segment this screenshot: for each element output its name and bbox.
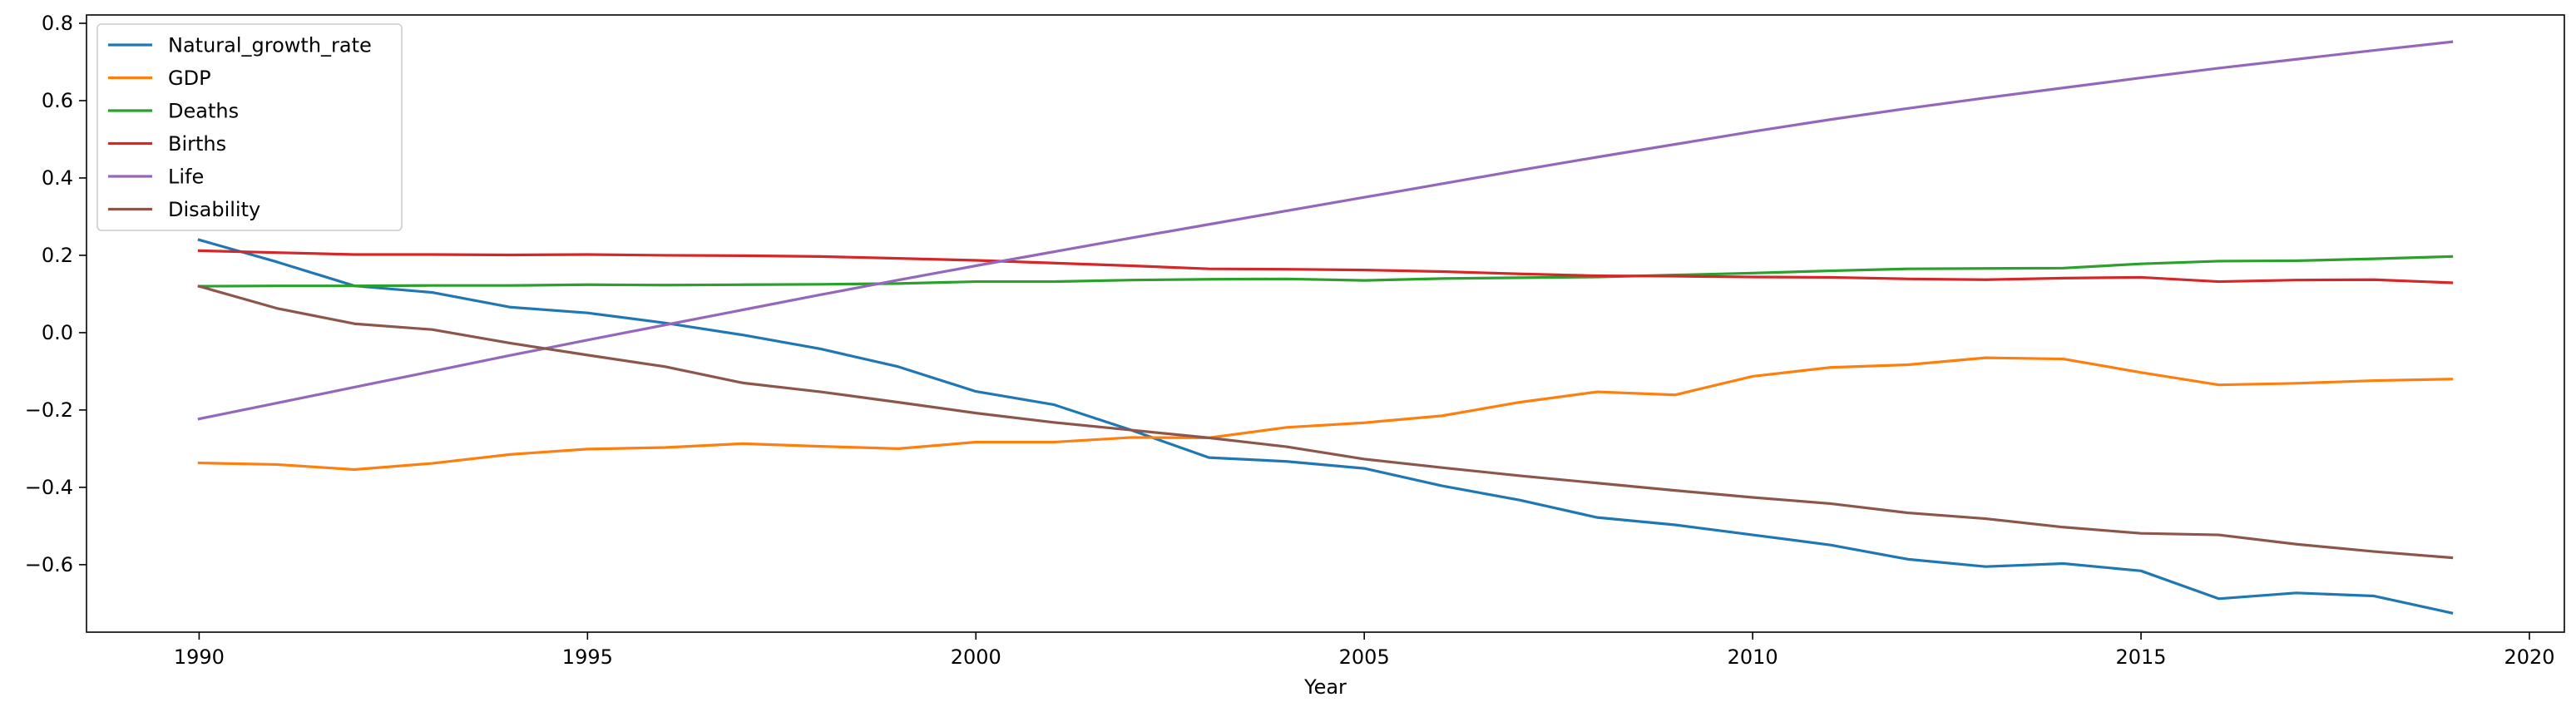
x-tick-label: 1990 xyxy=(174,645,225,669)
series-line-disability xyxy=(197,284,2454,560)
series-line-life xyxy=(197,40,2454,421)
x-tick-label: 2020 xyxy=(2504,645,2554,669)
legend-label: Disability xyxy=(168,198,260,221)
plot-lines xyxy=(197,40,2454,615)
x-tick-label: 1995 xyxy=(562,645,613,669)
x-tick-label: 2005 xyxy=(1339,645,1390,669)
series-line-deaths xyxy=(197,255,2454,288)
x-axis-ticks: 1990 1995 2000 2005 2010 2015 2020 xyxy=(174,632,2555,669)
plot-frame xyxy=(86,14,2565,633)
legend-label: Life xyxy=(168,166,204,189)
y-tick-label: 0.6 xyxy=(42,89,73,112)
x-tick-label: 2015 xyxy=(2116,645,2167,669)
legend-label: Births xyxy=(168,132,226,156)
series-line-natural-growth-rate xyxy=(197,238,2454,615)
y-tick-label: 0.4 xyxy=(42,166,73,190)
y-tick-label: 0.8 xyxy=(42,12,73,35)
legend-label: Deaths xyxy=(168,100,239,123)
legend-label: GDP xyxy=(168,67,211,90)
y-tick-label: −0.2 xyxy=(25,398,73,422)
y-tick-label: −0.4 xyxy=(25,476,73,499)
x-tick-label: 2010 xyxy=(1728,645,1778,669)
y-axis-ticks: −0.6 −0.4 −0.2 0.0 0.2 0.4 0.6 0.8 xyxy=(25,12,87,576)
legend: Natural_growth_rate GDP Deaths Births Life Di… xyxy=(96,23,403,231)
y-tick-label: 0.0 xyxy=(42,321,73,344)
legend-box xyxy=(96,23,403,231)
series-line-births xyxy=(197,249,2454,284)
x-axis-title: Year xyxy=(1303,675,1347,699)
legend-label: Natural_growth_rate xyxy=(168,34,372,57)
x-tick-label: 2000 xyxy=(951,645,1001,669)
y-tick-label: −0.6 xyxy=(25,553,73,576)
series-line-gdp xyxy=(197,356,2454,472)
y-tick-label: 0.2 xyxy=(42,244,73,267)
